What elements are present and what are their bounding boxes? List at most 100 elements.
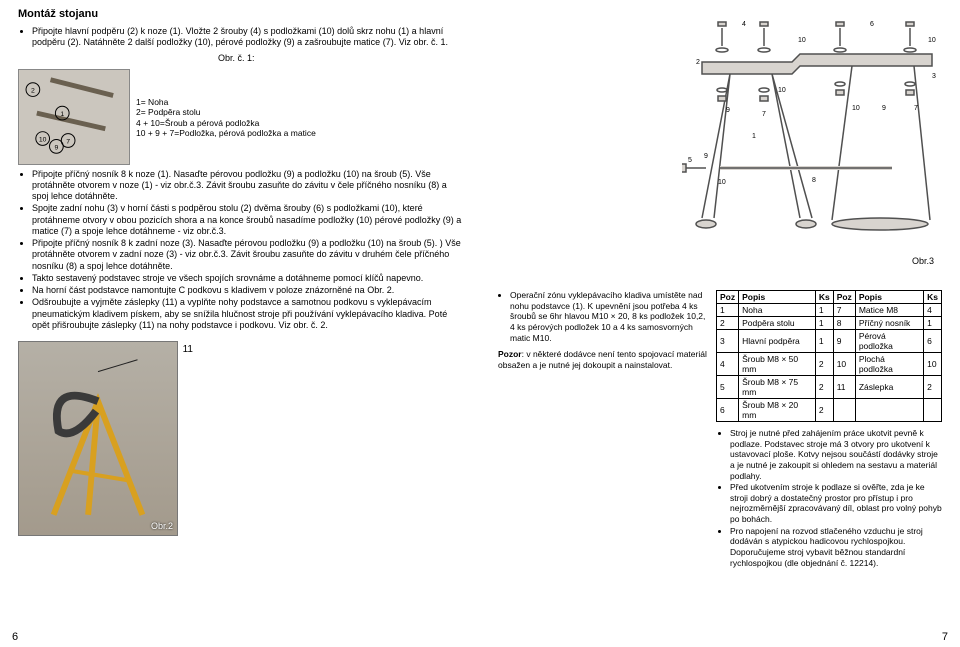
right-bullets: Stroj je nutné před zahájením práce ukot… xyxy=(716,428,942,568)
intro-bullet: Připojte hlavní podpěru (2) k noze (1). … xyxy=(32,26,462,49)
page-number-right: 7 xyxy=(942,631,948,643)
table-header: Poz xyxy=(833,291,855,304)
table-cell: 2 xyxy=(815,399,833,422)
right-content-row: Operační zónu vyklepávacího kladiva umís… xyxy=(498,290,942,569)
main-bullet: Spojte zadní nohu (3) v horní části s po… xyxy=(32,203,462,237)
right-bullet: Před ukotvením stroje k podlaze si ověřt… xyxy=(730,482,942,525)
table-cell: Noha xyxy=(739,304,816,317)
main-bullet: Připojte příčný nosník 8 k zadní noze (3… xyxy=(32,238,462,272)
left-page: Montáž stojanu Připojte hlavní podpěru (… xyxy=(0,0,480,647)
table-cell: Matice M8 xyxy=(855,304,923,317)
right-text-block: Operační zónu vyklepávacího kladiva umís… xyxy=(498,290,708,569)
table-row: 3Hlavní podpěra19Pérová podložka6 xyxy=(717,330,942,353)
table-cell: 2 xyxy=(815,376,833,399)
figure-3-diagram: 4 10 6 10 2 3 10 9 7 5 9 10 1 8 10 9 7 xyxy=(682,18,942,248)
table-cell: 4 xyxy=(924,304,942,317)
table-header: Poz xyxy=(717,291,739,304)
table-cell: 6 xyxy=(717,399,739,422)
svg-text:2: 2 xyxy=(31,87,35,94)
svg-text:1: 1 xyxy=(60,111,64,118)
table-cell: 5 xyxy=(717,376,739,399)
svg-text:7: 7 xyxy=(914,105,918,112)
main-bullets: Připojte příčný nosník 8 k noze (1). Nas… xyxy=(18,169,462,332)
table-cell: 10 xyxy=(833,353,855,376)
table-cell: Příčný nosník xyxy=(855,317,923,330)
svg-text:4: 4 xyxy=(742,21,746,28)
table-cell: 6 xyxy=(924,330,942,353)
svg-text:2: 2 xyxy=(696,59,700,66)
figure-1-legend: 1= Noha 2= Podpěra stolu 4 + 10=Šroub a … xyxy=(136,69,316,140)
svg-text:8: 8 xyxy=(812,177,816,184)
table-header: Ks xyxy=(924,291,942,304)
table-row: 1Noha17Matice M84 xyxy=(717,304,942,317)
table-cell: 3 xyxy=(717,330,739,353)
svg-text:10: 10 xyxy=(778,87,786,94)
table-cell: 10 xyxy=(924,353,942,376)
svg-text:10: 10 xyxy=(928,37,936,44)
svg-text:9: 9 xyxy=(726,107,730,114)
table-header: Popis xyxy=(739,291,816,304)
svg-text:7: 7 xyxy=(762,111,766,118)
pozor-text: : v některé dodávce není tento spojovací… xyxy=(498,349,707,370)
table-cell: 7 xyxy=(833,304,855,317)
svg-text:7: 7 xyxy=(66,138,70,145)
pozor-label: Pozor xyxy=(498,349,522,359)
main-bullet: Odšroubujte a vyjměte záslepky (11) a vy… xyxy=(32,297,462,331)
table-cell: Podpěra stolu xyxy=(739,317,816,330)
figure-2-label: Obr.2 xyxy=(151,521,173,531)
table-row: 4Šroub M8 × 50 mm210Plochá podložka10 xyxy=(717,353,942,376)
parts-table: PozPopisKsPozPopisKs 1Noha17Matice M842P… xyxy=(716,290,942,422)
page-title: Montáž stojanu xyxy=(18,8,462,20)
svg-text:1: 1 xyxy=(752,133,756,140)
callout-11: 11 xyxy=(183,344,193,355)
table-header: Ks xyxy=(815,291,833,304)
table-cell: 1 xyxy=(924,317,942,330)
legend-line: 4 + 10=Šroub a pérová podložka xyxy=(136,118,316,129)
table-cell: Plochá podložka xyxy=(855,353,923,376)
table-cell xyxy=(924,399,942,422)
table-cell: Záslepka xyxy=(855,376,923,399)
table-cell: Šroub M8 × 75 mm xyxy=(739,376,816,399)
right-p1: Operační zónu vyklepávacího kladiva umís… xyxy=(510,290,705,343)
right-page: 4 10 6 10 2 3 10 9 7 5 9 10 1 8 10 9 7 xyxy=(480,0,960,647)
svg-text:10: 10 xyxy=(852,105,860,112)
svg-text:9: 9 xyxy=(54,144,58,151)
svg-text:10: 10 xyxy=(718,179,726,186)
main-bullet: Na horní část podstavce namontujte C pod… xyxy=(32,285,462,296)
table-cell: 1 xyxy=(815,317,833,330)
table-cell: Šroub M8 × 50 mm xyxy=(739,353,816,376)
table-cell: 4 xyxy=(717,353,739,376)
legend-line: 2= Podpěra stolu xyxy=(136,107,316,118)
main-bullet: Připojte příčný nosník 8 k noze (1). Nas… xyxy=(32,169,462,203)
table-cell: 1 xyxy=(815,330,833,353)
table-cell: Pérová podložka xyxy=(855,330,923,353)
parts-table-wrap: PozPopisKsPozPopisKs 1Noha17Matice M842P… xyxy=(716,290,942,569)
table-row: 5Šroub M8 × 75 mm211Záslepka2 xyxy=(717,376,942,399)
table-cell: 11 xyxy=(833,376,855,399)
figure-1-row: 2 1 10 9 7 1= Noha 2= Podpěra stolu 4 + … xyxy=(18,69,462,165)
figure-2-photo: 11 Obr.2 xyxy=(18,341,178,536)
page-number-left: 6 xyxy=(12,631,18,643)
svg-text:6: 6 xyxy=(870,21,874,28)
table-cell: 8 xyxy=(833,317,855,330)
svg-text:10: 10 xyxy=(798,37,806,44)
legend-line: 10 + 9 + 7=Podložka, pérová podložka a m… xyxy=(136,128,316,139)
main-bullet: Takto sestavený podstavec stroje ve všec… xyxy=(32,273,462,284)
intro-bullets: Připojte hlavní podpěru (2) k noze (1). … xyxy=(18,26,462,49)
right-bullet: Pro napojení na rozvod stlačeného vzduch… xyxy=(730,526,942,569)
svg-text:3: 3 xyxy=(932,73,936,80)
svg-text:5: 5 xyxy=(688,157,692,164)
table-cell: 1 xyxy=(717,304,739,317)
svg-text:9: 9 xyxy=(882,105,886,112)
legend-line: 1= Noha xyxy=(136,97,316,108)
table-header: Popis xyxy=(855,291,923,304)
svg-text:10: 10 xyxy=(39,136,47,143)
table-row: 2Podpěra stolu18Příčný nosník1 xyxy=(717,317,942,330)
table-cell: 1 xyxy=(815,304,833,317)
table-cell xyxy=(855,399,923,422)
table-cell: 2 xyxy=(815,353,833,376)
table-cell: 2 xyxy=(924,376,942,399)
svg-text:9: 9 xyxy=(704,153,708,160)
table-cell xyxy=(833,399,855,422)
table-cell: Hlavní podpěra xyxy=(739,330,816,353)
